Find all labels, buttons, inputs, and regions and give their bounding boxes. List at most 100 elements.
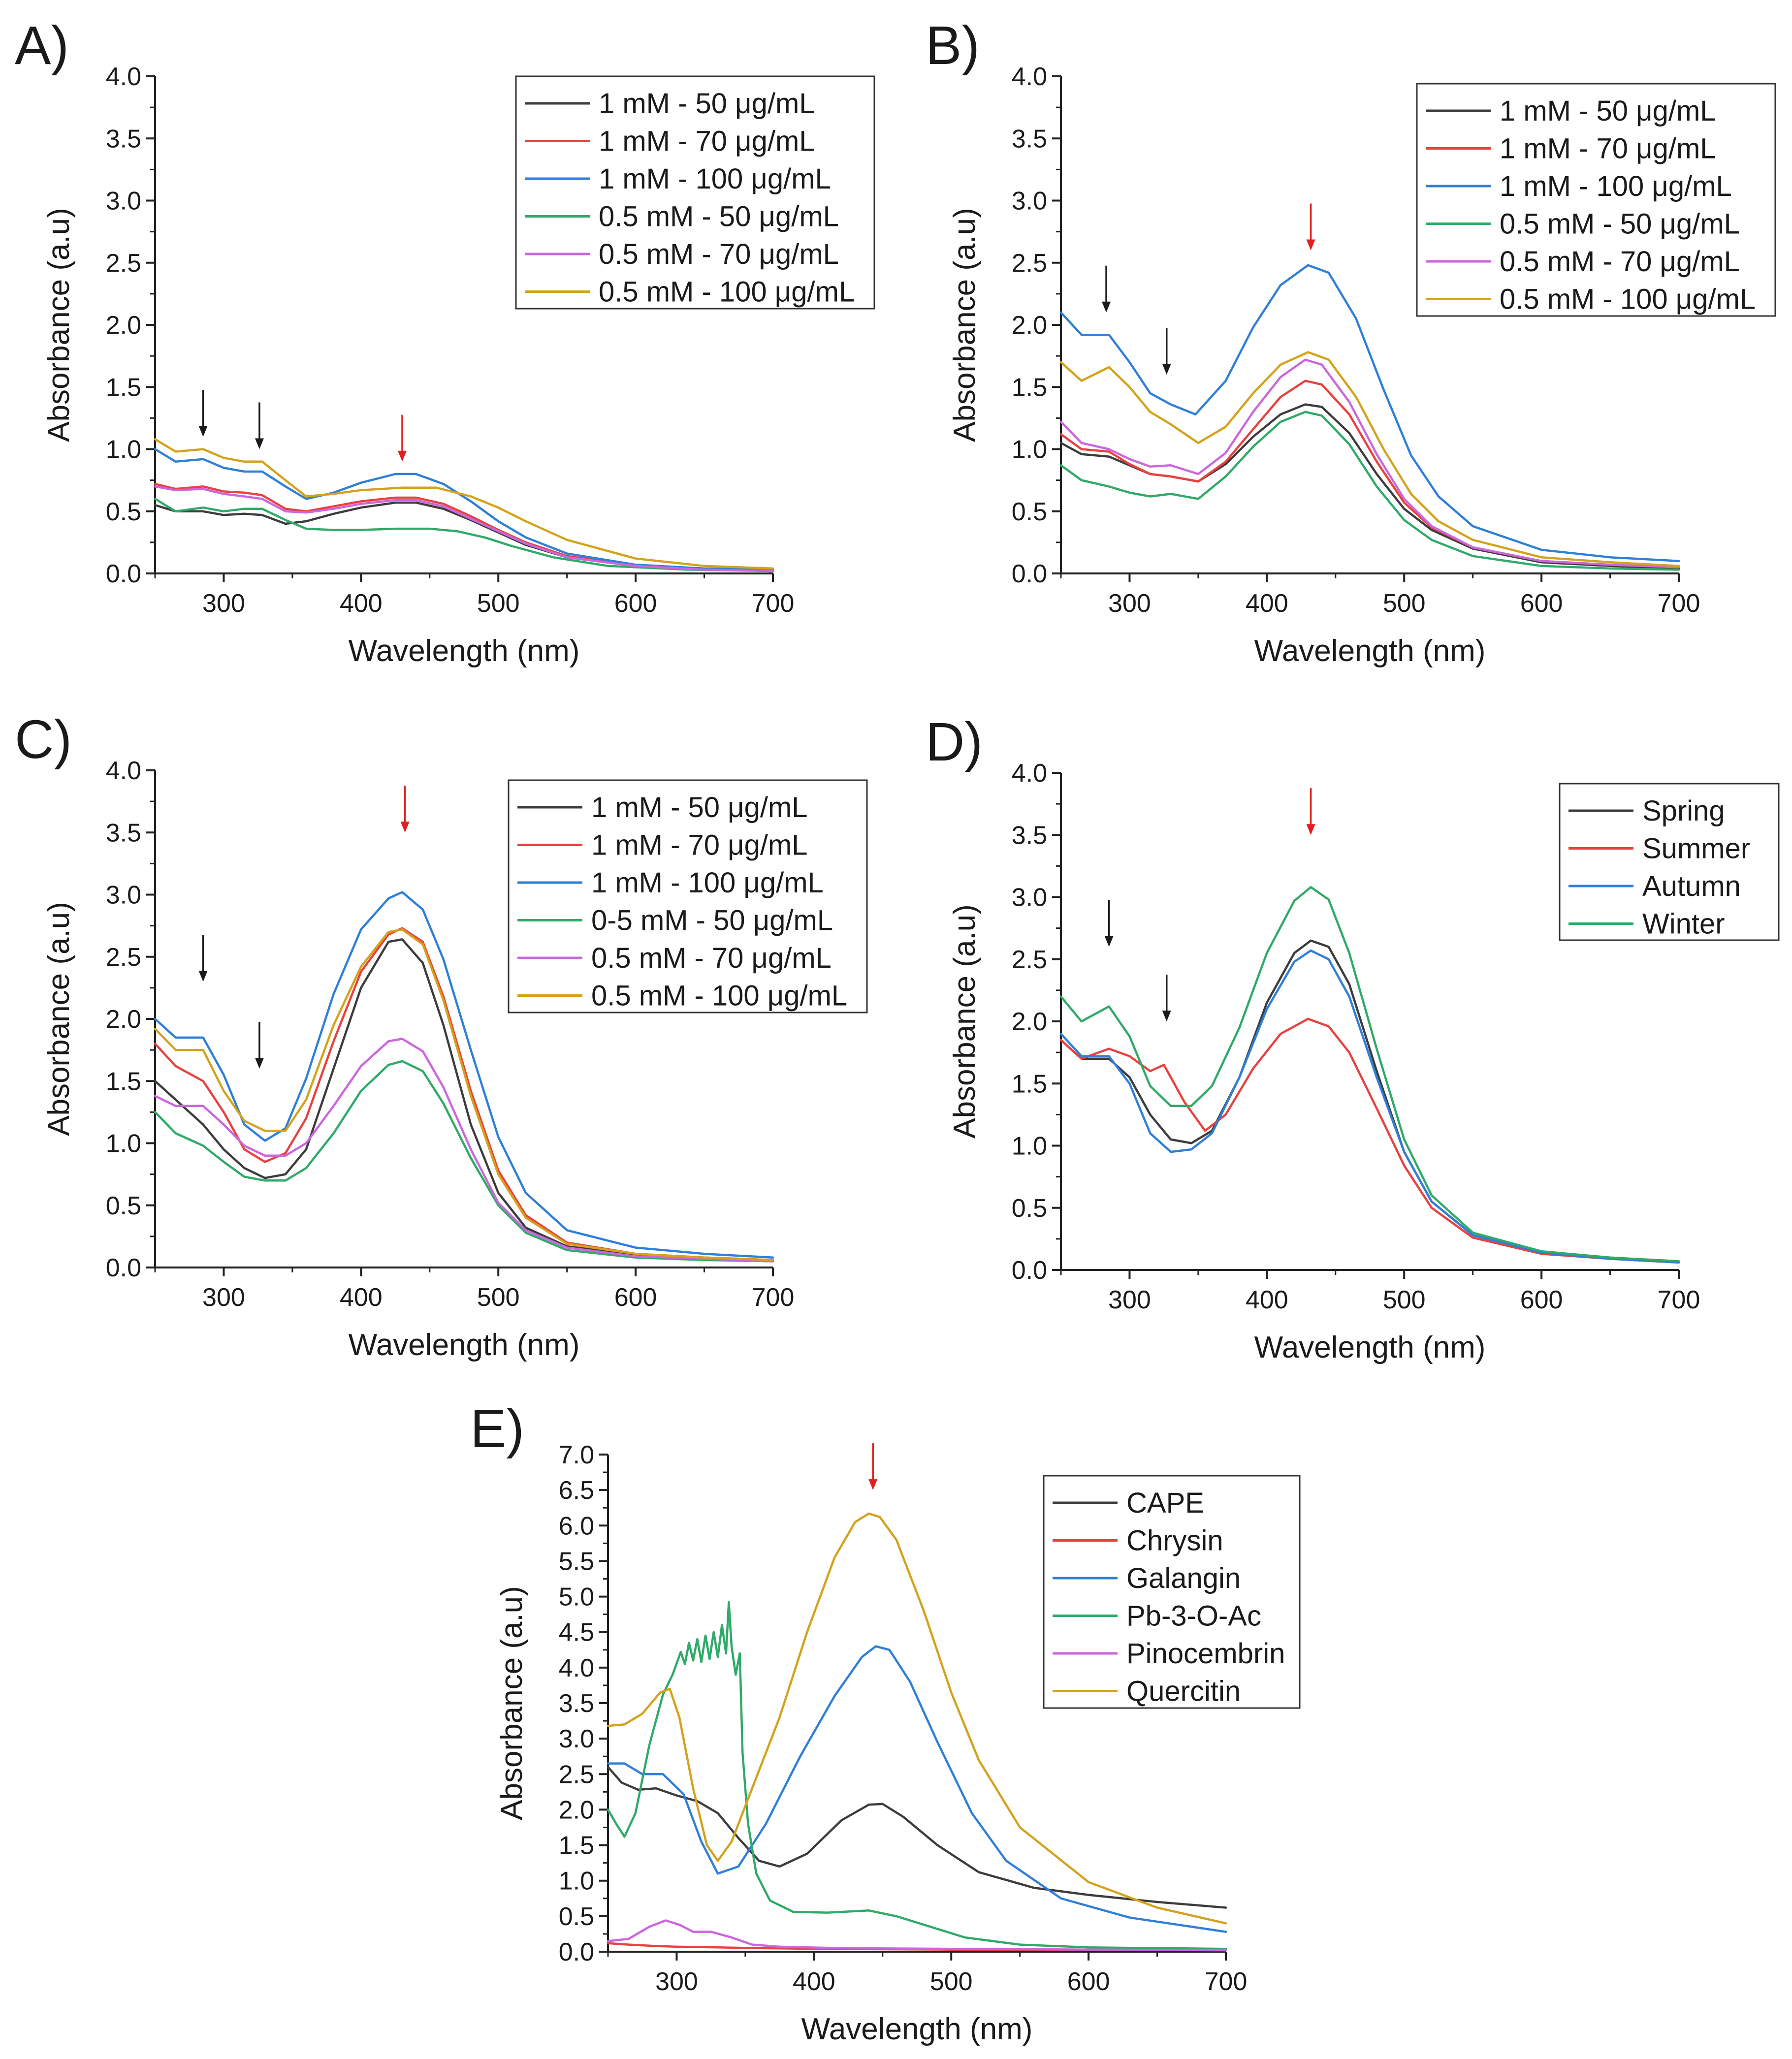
x-tick-label: 500: [1383, 589, 1426, 618]
x-tick-label: 300: [202, 1283, 245, 1312]
x-tick-label: 600: [614, 589, 657, 618]
x-tick-label: 300: [202, 589, 245, 618]
y-tick-label: 3.5: [106, 125, 141, 153]
y-tick-label: 1.0: [1012, 436, 1047, 464]
y-tick-label: 2.0: [1012, 1008, 1047, 1036]
y-tick-label: 0.5: [106, 1192, 141, 1220]
legend-label: 1 mM - 70 μg/mL: [599, 126, 815, 158]
x-tick-label: 300: [655, 1967, 698, 1996]
series-line-2: [607, 1645, 1227, 1933]
legend-label: Winter: [1642, 908, 1725, 940]
series-line-5: [154, 438, 774, 570]
y-tick-label: 3.0: [106, 187, 141, 216]
arrow-head: [1162, 1011, 1171, 1021]
y-tick-label: 1.5: [106, 1067, 141, 1096]
y-tick-label: 4.0: [1012, 759, 1047, 788]
y-axis-title: Absorbance (a.u): [948, 208, 982, 442]
y-tick-label: 3.5: [106, 819, 141, 847]
y-tick-label: 3.0: [559, 1725, 594, 1753]
series-line-0: [1059, 403, 1680, 570]
legend-label: 1 mM - 100 μg/mL: [591, 867, 824, 899]
x-tick-label: 500: [1383, 1286, 1426, 1314]
arrow-head: [1306, 824, 1315, 835]
y-tick-label: 3.0: [106, 881, 141, 910]
series-line-0: [154, 938, 774, 1263]
arrow-head: [1102, 301, 1111, 313]
series-line-5: [1059, 351, 1680, 568]
y-tick-label: 5.5: [559, 1547, 594, 1576]
legend-label: Chrysin: [1126, 1525, 1223, 1557]
arrow-head: [1162, 364, 1171, 375]
arrow-head: [255, 438, 264, 449]
y-tick-label: 0.0: [559, 1938, 594, 1966]
arrow-head: [398, 450, 407, 462]
legend-label: 1 mM - 50 μg/mL: [591, 792, 808, 824]
series-line-2: [154, 448, 774, 571]
x-axis-title: Wavelength (nm): [801, 2012, 1033, 2046]
legend-label: 0.5 mM - 50 μg/mL: [1500, 208, 1740, 240]
legend-label: 1 mM - 100 μg/mL: [599, 163, 831, 195]
y-tick-label: 0.5: [559, 1902, 594, 1931]
series-line-4: [607, 1919, 1227, 1952]
x-tick-label: 400: [1246, 1286, 1288, 1314]
x-axis-title: Wavelength (nm): [1254, 634, 1486, 668]
legend-label: 0.5 mM - 70 μg/mL: [599, 238, 839, 270]
legend-box: [1416, 83, 1776, 317]
y-tick-label: 0.5: [1012, 498, 1047, 526]
arrow-head: [1104, 936, 1114, 947]
chart-panel-b: B) 0.0 0.5 1.0 1.5 2.0 2.5 3.0 3.5 4.0 300 400 500 60…: [926, 15, 1776, 668]
x-tick-label: 400: [340, 589, 383, 618]
legend-label: CAPE: [1126, 1487, 1204, 1519]
y-tick-label: 3.5: [559, 1689, 594, 1718]
legend-label: Pb-3-O-Ac: [1126, 1600, 1261, 1632]
chart-panel-e: E) 0.0 0.5 1.0 1.5 2.0 2.5 3.0 3.5 4.0 4.5 5.0 5.5 6.…: [470, 1398, 1301, 2046]
y-tick-label: 4.0: [1012, 63, 1047, 91]
legend-box: [508, 779, 868, 1014]
y-tick-label: 2.0: [106, 1005, 141, 1034]
y-tick-label: 3.5: [1012, 125, 1047, 153]
legend-label: 1 mM - 70 μg/mL: [591, 829, 808, 861]
y-tick-label: 2.5: [1012, 249, 1047, 278]
y-tick-label: 4.0: [106, 63, 141, 91]
y-tick-label: 1.0: [1012, 1132, 1047, 1161]
legend-label: 0.5 mM - 70 μg/mL: [591, 942, 832, 974]
y-axis-title: Absorbance (a.u): [42, 902, 76, 1136]
chart-panel-d: D) 0.0 0.5 1.0 1.5 2.0 2.5 3.0 3.5 4.0 300 400 500 60…: [926, 712, 1780, 1364]
legend-box: [515, 75, 875, 310]
panel-label: C): [15, 709, 72, 770]
series-line-0: [607, 1766, 1227, 1909]
series-line-5: [154, 928, 774, 1262]
y-tick-label: 1.5: [1012, 1070, 1047, 1098]
y-axis-title: Absorbance (a.u): [495, 1586, 529, 1820]
legend-label: 0.5 mM - 70 μg/mL: [1500, 246, 1740, 278]
y-tick-label: 2.5: [1012, 946, 1047, 974]
series-line-4: [154, 1038, 774, 1263]
y-axis-title: Absorbance (a.u): [948, 904, 982, 1139]
y-tick-label: 0.0: [106, 560, 141, 588]
series-line-1: [154, 482, 774, 572]
x-tick-label: 500: [477, 1283, 520, 1312]
y-tick-label: 3.5: [1012, 821, 1047, 850]
panel-label: E): [470, 1398, 524, 1459]
y-tick-label: 4.0: [559, 1654, 594, 1682]
arrow-head: [1306, 239, 1315, 251]
y-tick-label: 5.0: [559, 1583, 594, 1612]
y-tick-label: 0.0: [106, 1254, 141, 1282]
x-tick-label: 600: [1067, 1967, 1110, 1996]
series-line-2: [1059, 264, 1680, 563]
y-tick-label: 2.0: [106, 311, 141, 340]
x-tick-label: 400: [1246, 589, 1288, 618]
series-line-0: [1059, 939, 1680, 1264]
y-tick-label: 6.5: [559, 1476, 594, 1505]
y-tick-label: 2.5: [559, 1760, 594, 1789]
y-tick-label: 1.0: [106, 436, 141, 464]
y-tick-label: 2.0: [1012, 311, 1047, 340]
legend-label: Quercitin: [1126, 1676, 1241, 1708]
x-tick-label: 700: [752, 1283, 795, 1312]
x-tick-label: 700: [752, 589, 795, 618]
x-axis-title: Wavelength (nm): [349, 634, 580, 668]
chart-panel-a: A) 0.0 0.5 1.0 1.5 2.0 2.5 3.0 3.5 4.0 300 400 500 60…: [15, 15, 875, 668]
y-tick-label: 1.0: [106, 1130, 141, 1158]
x-tick-label: 300: [1108, 1286, 1151, 1314]
y-tick-label: 2.5: [106, 943, 141, 972]
